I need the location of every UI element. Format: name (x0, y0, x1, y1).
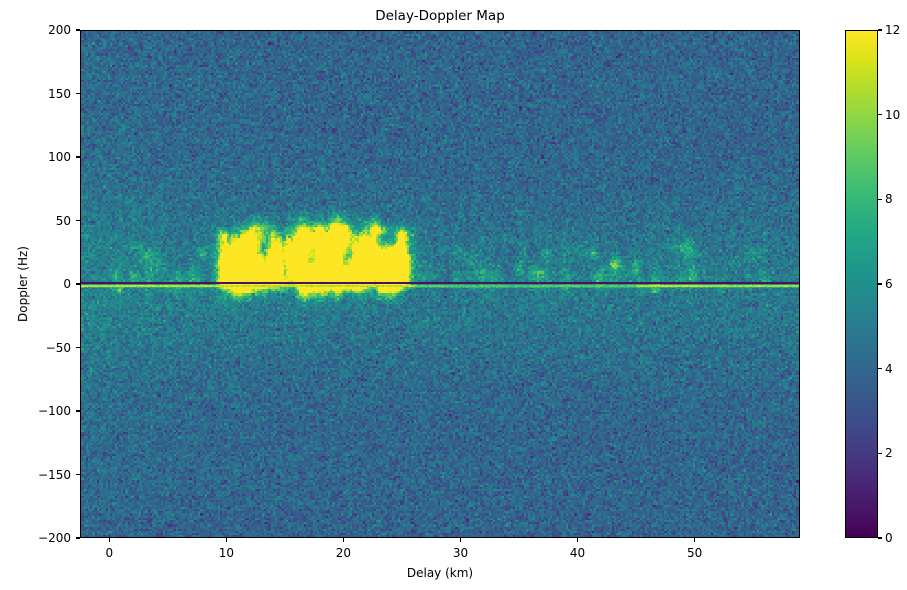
x-tick-mark (108, 538, 110, 542)
y-tick-label: 150 (48, 86, 71, 101)
y-tick-mark (76, 156, 80, 158)
x-tick-mark (342, 538, 344, 542)
x-tick-mark (694, 538, 696, 542)
colorbar-tick-label: 6 (885, 277, 893, 291)
colorbar-tick-mark (878, 537, 882, 539)
y-tick-mark (76, 537, 80, 539)
y-tick-label: −100 (38, 404, 71, 418)
y-tick-mark (76, 92, 80, 95)
x-tick-label: 30 (452, 546, 469, 560)
colorbar-tick-mark (878, 452, 882, 454)
x-tick-label: 50 (686, 546, 703, 560)
y-tick-label: 0 (63, 277, 71, 291)
colorbar-tick-mark (878, 198, 882, 200)
x-tick-label: 20 (335, 546, 352, 560)
y-tick-mark (76, 219, 80, 222)
y-tick-mark (76, 283, 80, 285)
x-tick-mark (577, 538, 579, 542)
x-axis-label: Delay (km) (406, 566, 474, 580)
colorbar-tick-mark (878, 114, 882, 116)
y-tick-mark (76, 29, 80, 31)
x-tick-label: 40 (569, 546, 586, 560)
y-tick-label: 100 (48, 150, 71, 164)
colorbar-tick-label: 10 (885, 107, 901, 122)
y-tick-mark (76, 346, 80, 349)
y-tick-label: −150 (38, 467, 71, 482)
colorbar-tick-label: 0 (885, 531, 893, 545)
colorbar-tick-label: 8 (885, 192, 893, 207)
x-tick-mark (459, 538, 462, 542)
x-tick-mark (225, 538, 227, 542)
colorbar-tick-label: 12 (885, 23, 901, 37)
y-tick-label: −200 (38, 531, 71, 545)
y-axis-label: Doppler (Hz) (16, 246, 30, 322)
colorbar-gradient (846, 31, 877, 537)
y-tick-label: 200 (48, 23, 71, 37)
colorbar-tick-label: 4 (885, 361, 893, 376)
x-tick-label: 10 (218, 546, 234, 560)
colorbar-tick-mark (878, 29, 882, 31)
delay-doppler-heatmap-axes (80, 30, 800, 538)
x-tick-label: 0 (105, 546, 114, 560)
y-tick-mark (76, 473, 80, 476)
y-tick-label: 50 (55, 213, 71, 228)
colorbar-tick-mark (878, 283, 882, 285)
y-tick-label: −50 (45, 340, 71, 355)
heatmap-image (81, 31, 799, 537)
colorbar (845, 30, 878, 538)
y-tick-mark (76, 410, 80, 412)
page-title: Delay-Doppler Map (375, 8, 505, 24)
colorbar-tick-label: 2 (885, 446, 893, 461)
colorbar-tick-mark (878, 368, 882, 370)
